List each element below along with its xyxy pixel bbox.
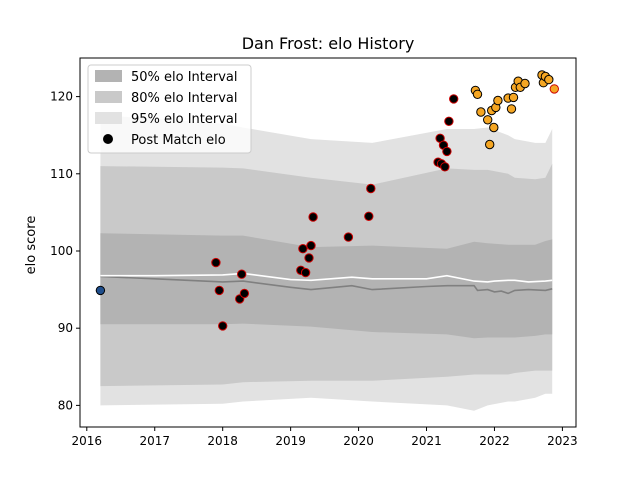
post-match-point [211, 257, 221, 268]
post-match-point [95, 285, 106, 296]
legend-swatch-50 [95, 70, 122, 82]
post-match-point [444, 116, 454, 127]
y-tick-label: 90 [58, 321, 73, 335]
post-match-point [520, 78, 530, 89]
x-tick-label: 2017 [139, 434, 170, 448]
post-match-point [544, 74, 554, 85]
x-tick-label: 2021 [411, 434, 442, 448]
post-match-point [343, 232, 354, 242]
post-match-point [485, 139, 495, 150]
post-match-point [442, 146, 452, 157]
y-axis-label: elo score [24, 216, 39, 275]
x-tick-label: 2023 [547, 434, 578, 448]
axis-ticks: 2016 2017 2018 2019 2020 2021 2022 2023 80 90 100 1… [50, 90, 578, 448]
post-match-point [508, 92, 519, 103]
post-match-point [449, 94, 459, 104]
legend-label-post-match: Post Match elo [131, 133, 226, 148]
legend-marker-post-match [103, 134, 113, 144]
legend-label-50: 50% elo Interval [131, 70, 238, 85]
post-match-point [239, 288, 250, 299]
plot-frame [79, 57, 577, 428]
post-match-point [366, 183, 376, 194]
chart-title: Dan Frost: elo History [242, 34, 415, 53]
post-match-point [483, 115, 493, 125]
legend-swatch-80 [95, 91, 122, 103]
post-match-point [214, 285, 225, 296]
x-tick-label: 2016 [72, 434, 103, 448]
band-50-interval [100, 233, 553, 339]
post-match-point [306, 240, 316, 251]
legend-box [87, 64, 252, 154]
legend: 50% elo Interval 80% elo Interval 95% el… [87, 64, 252, 154]
post-match-point [304, 253, 314, 263]
post-match-point [493, 95, 503, 106]
post-match-point [308, 212, 318, 222]
post-match-point [364, 211, 374, 222]
legend-swatch-95 [95, 112, 122, 124]
post-match-point [440, 162, 450, 172]
post-match-point [472, 89, 483, 100]
legend-label-95: 95% elo Interval [131, 112, 238, 127]
x-tick-label: 2020 [343, 434, 374, 448]
post-match-point [298, 244, 308, 254]
post-match-point [237, 269, 247, 279]
post-match-point [218, 321, 228, 331]
elo-line-0 [100, 275, 553, 295]
x-tick-label: 2018 [207, 434, 238, 448]
y-tick-label: 110 [50, 167, 73, 181]
y-tick-label: 120 [50, 90, 73, 104]
x-tick-label: 2022 [479, 434, 510, 448]
post-match-point [549, 84, 559, 94]
post-match-point [300, 267, 311, 278]
post-match-point [489, 122, 499, 133]
post-match-point [476, 107, 486, 117]
y-tick-label: 80 [58, 398, 73, 412]
y-tick-label: 100 [50, 244, 73, 258]
x-tick-label: 2019 [275, 434, 306, 448]
legend-label-80: 80% elo Interval [131, 91, 238, 106]
interval-bands [100, 115, 553, 411]
post-match-points [95, 70, 559, 331]
post-match-point [506, 104, 517, 114]
